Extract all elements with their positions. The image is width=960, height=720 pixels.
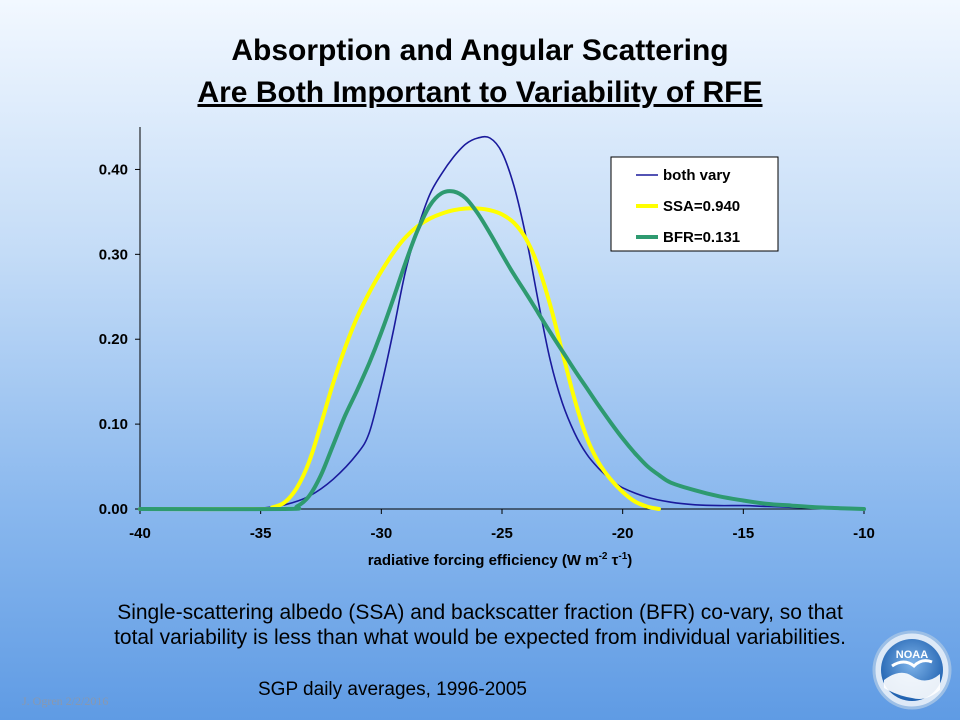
slide-title-line-1: Absorption and Angular Scattering <box>231 34 729 67</box>
rfe-distribution-chart: -40 -35 -30 -25 -20 -15 -10 0.00 0.10 0.20 0.30 0.4… <box>99 127 875 569</box>
x-tick-label: -20 <box>612 525 634 542</box>
x-tick-label: -10 <box>853 525 875 542</box>
source-note: SGP daily averages, 1996-2005 <box>258 679 527 700</box>
x-tick-label: -25 <box>491 525 513 542</box>
series-line-2 <box>138 189 866 512</box>
series-line-1 <box>138 206 661 512</box>
y-tick-label: 0.30 <box>99 246 128 263</box>
legend-label-1: SSA=0.940 <box>663 198 740 215</box>
noaa-logo: NOAA <box>872 630 952 710</box>
x-tick-label: -40 <box>129 525 151 542</box>
x-tick-label: -15 <box>732 525 754 542</box>
chart-series-lines <box>138 135 866 512</box>
x-tick-label: -35 <box>250 525 272 542</box>
legend-label-0: both vary <box>663 167 731 184</box>
y-tick-label: 0.40 <box>99 161 128 178</box>
caption-line-1: Single-scattering albedo (SSA) and backs… <box>117 601 843 624</box>
x-axis-label: radiative forcing efficiency (W m-2 τ-1) <box>368 551 633 569</box>
noaa-logo-text: NOAA <box>896 649 928 661</box>
y-tick-label: 0.20 <box>99 331 128 348</box>
y-tick-label: 0.00 <box>99 501 128 518</box>
y-tick-label: 0.10 <box>99 416 128 433</box>
chart-axes: -40 -35 -30 -25 -20 -15 -10 0.00 0.10 0.20 0.30 0.4… <box>99 127 875 542</box>
series-line-0 <box>139 135 865 510</box>
chart-legend: both vary SSA=0.940 BFR=0.131 <box>610 156 779 252</box>
author-footer: J. Ogren 2/2/2016 <box>22 694 109 708</box>
caption-line-2: total variability is less than what woul… <box>114 626 846 649</box>
x-tick-label: -30 <box>370 525 392 542</box>
legend-label-2: BFR=0.131 <box>663 229 740 246</box>
slide-title-line-2: Are Both Important to Variability of RFE <box>197 76 763 109</box>
